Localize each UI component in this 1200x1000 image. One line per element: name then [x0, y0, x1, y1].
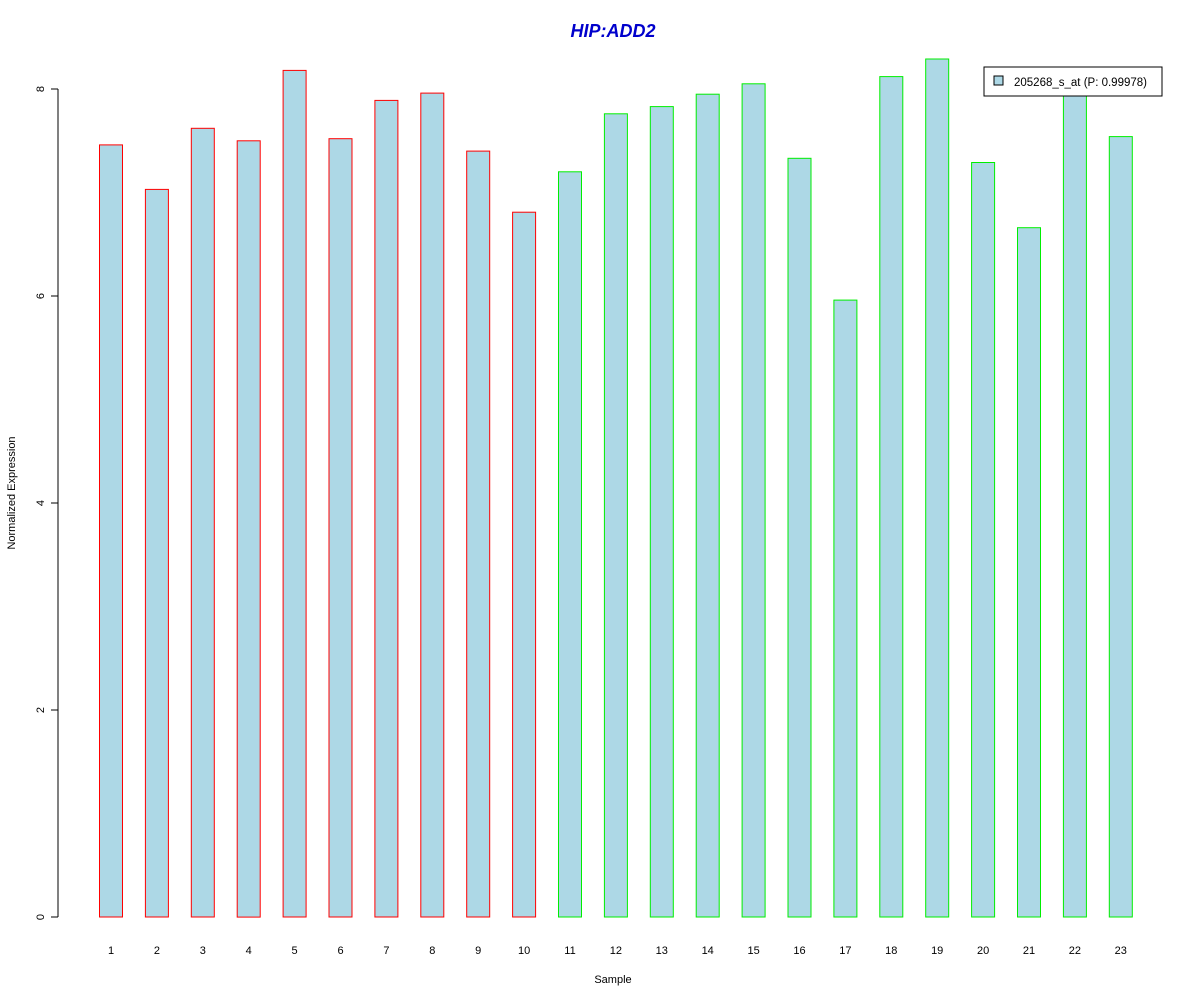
x-tick-label: 10: [518, 945, 530, 957]
bars: [99, 58, 1133, 918]
bar-sample-11: [558, 171, 582, 918]
bar-sample-15: [741, 83, 766, 918]
bar-sample-16: [787, 157, 812, 918]
bar-sample-3: [190, 127, 215, 918]
x-tick-label: 18: [885, 945, 897, 957]
x-tick-label: 13: [656, 945, 668, 957]
bar-sample-14: [695, 93, 720, 918]
y-tick-label: 4: [35, 500, 47, 506]
bar-sample-23: [1108, 136, 1133, 918]
x-tick-label: 5: [292, 945, 298, 957]
x-tick-label: 12: [610, 945, 622, 957]
y-axis-label: Normalized Expression: [6, 436, 18, 549]
bar-sample-2: [144, 188, 169, 918]
x-axis: 1 2 3 4 5 6 7 8 9 10 11 12 13 14 15 16 17 18 19 20 21 22 23: [108, 945, 1127, 957]
x-tick-label: 17: [839, 945, 851, 957]
x-tick-label: 19: [931, 945, 943, 957]
chart-title: HIP:ADD2: [570, 21, 655, 41]
bar-sample-9: [466, 150, 491, 918]
x-tick-label: 3: [200, 945, 206, 957]
bar-sample-4: [236, 140, 261, 918]
y-tick-label: 0: [35, 914, 47, 920]
x-tick-label: 4: [246, 945, 252, 957]
bar-sample-12: [603, 113, 628, 918]
bar-sample-18: [879, 76, 904, 918]
x-tick-label: 15: [747, 945, 759, 957]
x-tick-label: 2: [154, 945, 160, 957]
x-tick-label: 20: [977, 945, 989, 957]
legend-swatch: [993, 75, 1004, 86]
bar-sample-13: [649, 106, 674, 918]
x-tick-label: 14: [702, 945, 714, 957]
bar-sample-20: [971, 162, 996, 918]
y-axis: 0 2 4 6 8: [35, 86, 59, 920]
y-tick-label: 8: [35, 86, 47, 92]
y-tick-label: 6: [35, 293, 47, 299]
x-tick-label: 9: [475, 945, 481, 957]
x-tick-label: 7: [383, 945, 389, 957]
x-tick-label: 6: [337, 945, 343, 957]
bar-sample-6: [328, 138, 353, 918]
x-tick-label: 16: [793, 945, 805, 957]
bar-sample-10: [512, 211, 537, 918]
bar-sample-7: [374, 99, 399, 918]
y-tick-label: 2: [35, 707, 47, 713]
bar-sample-1: [99, 144, 123, 918]
legend-label: 205268_s_at (P: 0.99978): [1014, 77, 1147, 89]
x-tick-label: 22: [1069, 945, 1081, 957]
bar-sample-5: [282, 69, 307, 918]
bar-sample-22: [1062, 88, 1087, 918]
x-tick-label: 8: [429, 945, 435, 957]
legend: 205268_s_at (P: 0.99978): [983, 66, 1163, 97]
x-tick-label: 11: [564, 945, 575, 957]
x-axis-label: Sample: [594, 974, 631, 986]
bar-sample-21: [1017, 227, 1041, 918]
bar-sample-17: [833, 299, 858, 918]
x-tick-label: 21: [1023, 945, 1035, 957]
x-tick-label: 23: [1115, 945, 1127, 957]
bar-sample-8: [420, 92, 445, 918]
bar-sample-19: [925, 58, 950, 918]
x-tick-label: 1: [108, 945, 114, 957]
legend-box: [983, 66, 1163, 97]
